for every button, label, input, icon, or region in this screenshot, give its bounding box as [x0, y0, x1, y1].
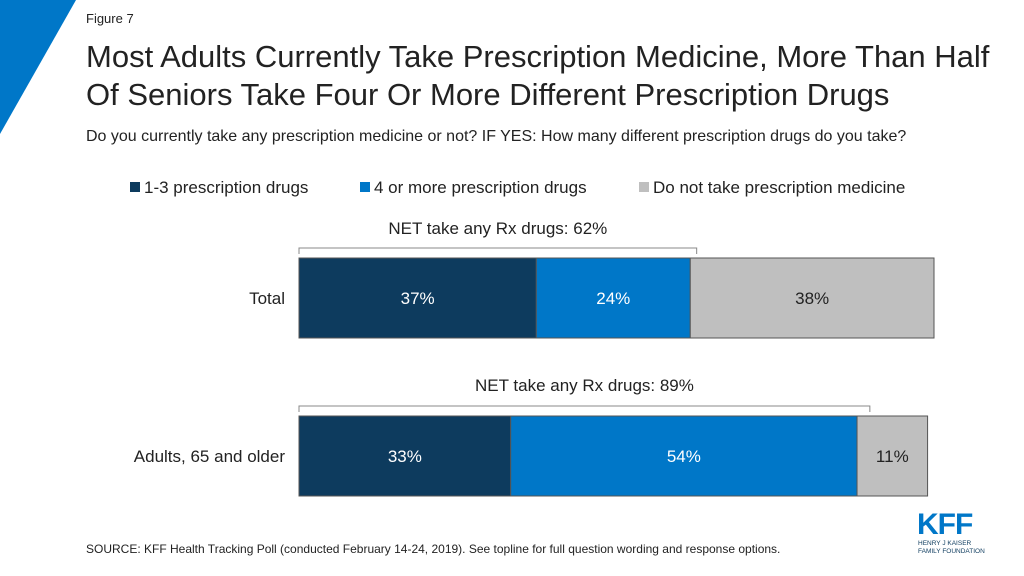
- corner-accent-shape: [0, 0, 76, 134]
- logo-text: KFF: [917, 508, 973, 541]
- kff-logo: KFF HENRY J KAISER FAMILY FOUNDATION: [917, 508, 985, 555]
- data-label: 33%: [388, 447, 422, 466]
- logo-sub-1: HENRY J KAISER: [918, 540, 972, 547]
- data-label: 54%: [667, 447, 701, 466]
- bar-segment: [510, 415, 858, 497]
- bar-segment: [298, 415, 512, 497]
- source-note: SOURCE: KFF Health Tracking Poll (conduc…: [86, 542, 781, 556]
- data-label: 24%: [596, 289, 630, 308]
- data-label: 11%: [876, 447, 909, 466]
- legend-item-no-medicine: Do not take prescription medicine: [639, 178, 905, 198]
- data-label: 37%: [401, 289, 435, 308]
- net-label: NET take any Rx drugs: 62%: [388, 219, 607, 238]
- legend-label: 1-3 prescription drugs: [144, 178, 309, 197]
- bar-segment: [856, 415, 929, 497]
- net-label: NET take any Rx drugs: 89%: [475, 376, 694, 395]
- net-bracket: [298, 247, 698, 254]
- logo-sub-2: FAMILY FOUNDATION: [918, 548, 985, 555]
- legend-swatch: [360, 182, 370, 192]
- survey-question: Do you currently take any prescription m…: [86, 128, 907, 145]
- legend-label: 4 or more prescription drugs: [374, 178, 587, 197]
- legend-item-1-3-drugs: 1-3 prescription drugs: [130, 178, 308, 198]
- bar-segment: [689, 257, 935, 339]
- category-label: Total: [249, 289, 285, 308]
- legend-label: Do not take prescription medicine: [653, 178, 906, 197]
- bar-segment: [298, 257, 537, 339]
- net-bracket: [298, 405, 871, 412]
- figure-label: Figure 7: [86, 11, 134, 26]
- category-label: Adults, 65 and older: [134, 447, 286, 466]
- page-title: Most Adults Currently Take Prescription …: [86, 39, 990, 112]
- legend-swatch: [639, 182, 649, 192]
- legend-swatch: [130, 182, 140, 192]
- legend-item-4-or-more-drugs: 4 or more prescription drugs: [360, 178, 587, 198]
- data-label: 38%: [795, 289, 829, 308]
